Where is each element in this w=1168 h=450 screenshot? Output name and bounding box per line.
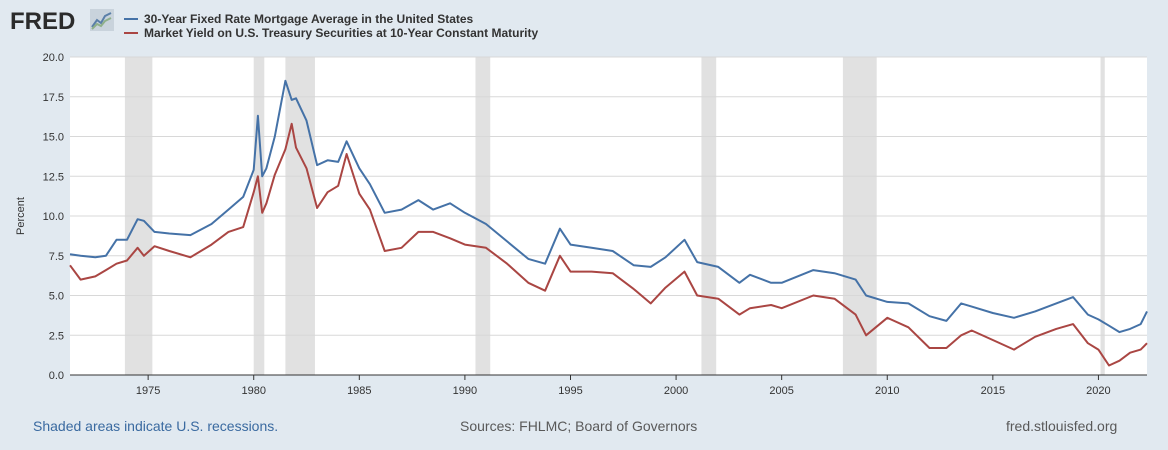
grid-lines <box>70 56 1147 376</box>
line-chart: 0.0 2.5 5.0 7.5 10.0 12.5 15.0 17.5 20.0 1975 198… <box>15 52 1148 397</box>
x-tick-label: 2020 <box>1086 385 1110 397</box>
y-tick-label: 12.5 <box>43 171 64 183</box>
series-line-treasury <box>69 122 1148 367</box>
chart-header: FRED 30-Year Fixed Rate Mortgage Average… <box>0 0 1168 50</box>
y-tick-label: 20.0 <box>43 52 64 64</box>
y-tick-label: 15.0 <box>43 132 64 144</box>
x-tick-label: 2010 <box>875 385 899 397</box>
y-tick-label: 10.0 <box>43 211 64 223</box>
x-tick-label: 1980 <box>241 385 265 397</box>
x-tick-label: 2005 <box>769 385 793 397</box>
site-link[interactable]: fred.stlouisfed.org <box>1006 418 1118 434</box>
legend-swatch-treasury <box>124 32 138 34</box>
y-tick-label: 17.5 <box>43 92 64 104</box>
legend-label-treasury: Market Yield on U.S. Treasury Securities… <box>144 26 539 40</box>
x-tick-label: 1975 <box>136 385 160 397</box>
legend-label-mortgage: 30-Year Fixed Rate Mortgage Average in t… <box>144 12 474 26</box>
y-tick-label: 0.0 <box>49 370 64 382</box>
x-tick-label: 2015 <box>981 385 1005 397</box>
y-tick-label: 2.5 <box>49 330 64 342</box>
y-tick-label: 7.5 <box>49 251 64 263</box>
fred-logo[interactable]: FRED <box>10 8 76 35</box>
x-tick-label: 1990 <box>453 385 477 397</box>
series-lines <box>69 79 1148 367</box>
y-tick-label: 5.0 <box>49 291 64 303</box>
legend-swatch-mortgage <box>124 18 138 20</box>
y-axis-title: Percent <box>15 197 27 235</box>
fred-graph-logo-icon <box>90 9 114 31</box>
series-line-mortgage <box>69 79 1148 334</box>
y-axis-ticks: 0.0 2.5 5.0 7.5 10.0 12.5 15.0 17.5 20.0 <box>43 52 64 382</box>
x-tick-label: 1985 <box>347 385 371 397</box>
x-tick-label: 2000 <box>664 385 688 397</box>
x-tick-label: 1995 <box>558 385 582 397</box>
recession-note: Shaded areas indicate U.S. recessions. <box>33 418 279 434</box>
data-sources: Sources: FHLMC; Board of Governors <box>460 418 698 434</box>
x-axis-ticks: 1975 1980 1985 1990 1995 2000 2005 2010 2015 2020 <box>136 375 1111 397</box>
